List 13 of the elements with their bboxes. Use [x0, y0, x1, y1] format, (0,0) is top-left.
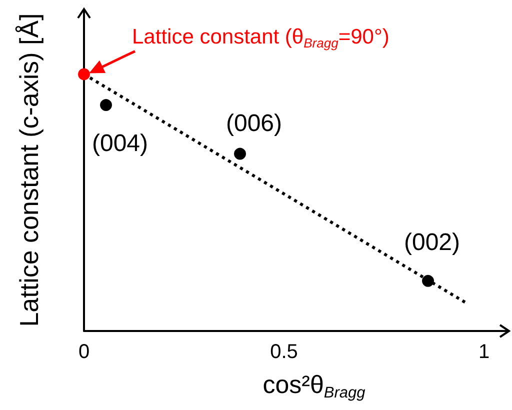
- point: [422, 274, 434, 287]
- y-axis-title: Lattice constant (c-axis) [Å]: [14, 13, 44, 327]
- annotation: (004): [92, 130, 148, 158]
- x-tick-label: 0: [78, 341, 90, 363]
- x-tick-label: 1: [478, 341, 490, 363]
- x-axis-title: cos²θ$_{Bragg}$: [262, 371, 366, 402]
- annotation: (002): [404, 228, 460, 256]
- x-tick-label: 0.5: [270, 341, 298, 363]
- annotation: (006): [226, 110, 282, 137]
- annotation: Lattice constant (θ$_{Bragg}$=90°): [132, 26, 390, 51]
- point: [78, 68, 90, 80]
- point: [100, 99, 112, 112]
- point: [234, 148, 246, 160]
